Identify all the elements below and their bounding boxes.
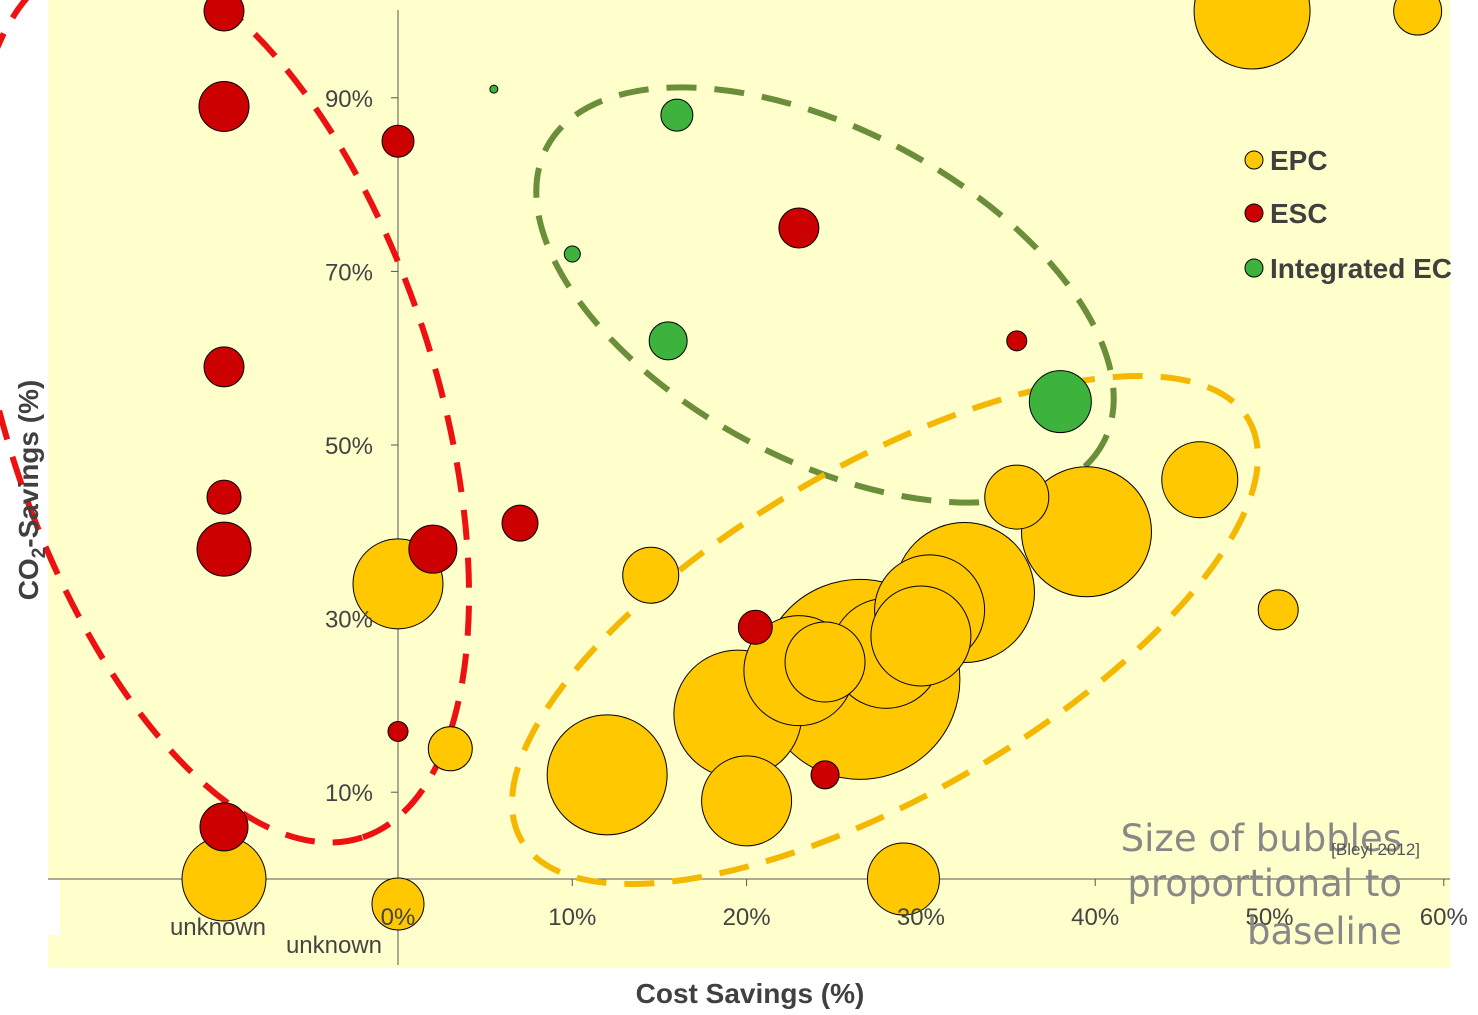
integrated-ec-bubble <box>1028 370 1092 434</box>
epc-group-ellipse <box>509 372 1261 888</box>
epc-bubble <box>427 726 473 772</box>
epc-bubble <box>371 877 425 931</box>
integrated-ec-bubble <box>660 98 694 132</box>
integrated-ec-bubble <box>489 84 499 94</box>
esc-bubble <box>198 80 250 132</box>
label-mask-bottom <box>48 935 398 967</box>
epc-bubble <box>866 842 940 916</box>
esc-bubble <box>1006 330 1028 352</box>
epc-bubble <box>1393 0 1443 36</box>
esc-bubble <box>199 802 249 852</box>
esc-bubble <box>501 504 539 542</box>
epc-bubble <box>1257 589 1299 631</box>
tick-labels: 0% 10% 20% 30% 40% 50% 60% 10% 30% 50% 70% 90% <box>325 86 1468 931</box>
y-tick-label: 90% <box>325 86 373 113</box>
y-tick-label: 30% <box>325 607 373 634</box>
x-tick-label: 10% <box>548 904 596 931</box>
bubble-size-note-line-1: Size of bubbles <box>1121 817 1402 860</box>
bubble-size-note-line-2: proportional to <box>1127 862 1402 905</box>
epc-bubble <box>870 585 972 687</box>
epc-bubble <box>701 755 793 847</box>
esc-bubble <box>203 346 245 388</box>
legend-label-epc: EPC <box>1270 145 1328 176</box>
epc-bubble <box>1161 441 1239 519</box>
label-mask-left <box>48 880 60 935</box>
y-tick-label: 10% <box>325 780 373 807</box>
integrated-ec-group-ellipse <box>533 84 1117 506</box>
integrated-ec-bubble <box>648 321 688 361</box>
esc-bubble <box>387 720 409 742</box>
esc-bubble <box>810 760 840 790</box>
source-citation: [Bleyl 2012] <box>1331 840 1420 859</box>
epc-bubble <box>984 464 1050 530</box>
group-ellipses <box>0 0 1261 888</box>
esc-bubble <box>408 524 458 574</box>
y-tick-label: 70% <box>325 259 373 286</box>
x-tick-label: 20% <box>723 904 771 931</box>
bubbles <box>181 0 1443 931</box>
legend-label-integrated-ec: Integrated EC <box>1270 253 1452 284</box>
epc-bubble <box>784 621 866 703</box>
epc-bubble <box>1193 0 1311 70</box>
legend-label-esc: ESC <box>1270 198 1328 229</box>
x-tick-label: 60% <box>1420 904 1468 931</box>
integrated-ec-bubble <box>563 245 581 263</box>
x-tick-label: 50% <box>1245 904 1293 931</box>
x-axis-title: Cost Savings (%) <box>636 978 865 1009</box>
epc-bubble <box>622 546 680 604</box>
legend-marker-integrated-ec <box>1244 258 1264 278</box>
x-tick-label: 40% <box>1071 904 1119 931</box>
esc-bubble <box>737 609 773 645</box>
esc-bubble <box>203 0 245 32</box>
epc-bubble <box>546 714 668 836</box>
legend-marker-epc <box>1244 150 1264 170</box>
epc-bubble <box>1020 466 1152 598</box>
esc-bubble <box>381 124 415 158</box>
esc-group-ellipse <box>0 0 473 846</box>
y-unknown-label: unknown <box>286 932 382 959</box>
esc-bubble <box>196 521 252 577</box>
y-tick-label: 50% <box>325 433 373 460</box>
x-tick-label: 30% <box>897 904 945 931</box>
legend: EPC ESC Integrated EC <box>1244 145 1452 284</box>
esc-bubble <box>206 479 242 515</box>
legend-marker-esc <box>1244 203 1264 223</box>
x-tick-label: 0% <box>381 904 416 931</box>
y-axis-title: CO2-Savings (%) <box>13 380 50 601</box>
bubble-size-note-line-3: baseline <box>1247 910 1402 953</box>
x-unknown-label: unknown <box>170 914 266 941</box>
esc-bubble <box>778 207 820 249</box>
